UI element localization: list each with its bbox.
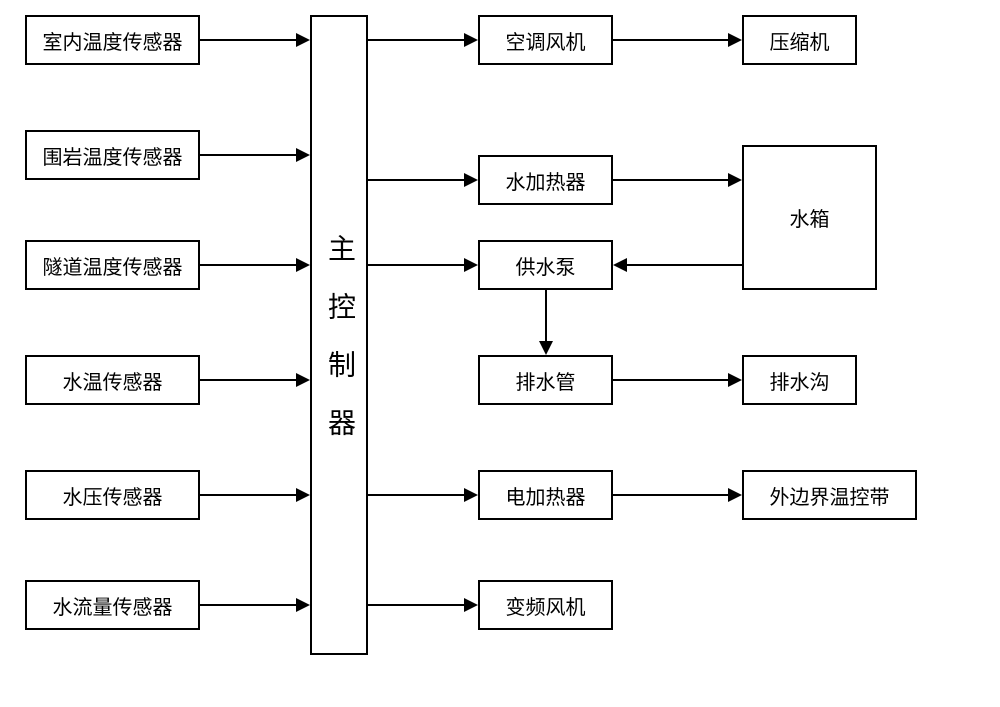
water-temp-sensor-box: 水温传感器 [25, 355, 200, 405]
water-heater-label: 水加热器 [506, 166, 586, 195]
vfd-fan-box: 变频风机 [478, 580, 613, 630]
compressor-label: 压缩机 [770, 26, 830, 55]
arrow-right-icon [296, 598, 310, 612]
drain-pipe-box: 排水管 [478, 355, 613, 405]
drain-pipe-label: 排水管 [516, 366, 576, 395]
water-temp-sensor-label: 水温传感器 [63, 366, 163, 395]
connector-line [545, 290, 547, 341]
connector-line [368, 494, 464, 496]
drain-ditch-box: 排水沟 [742, 355, 857, 405]
indoor-temp-sensor-label: 室内温度传感器 [43, 26, 183, 55]
ac-fan-label: 空调风机 [506, 26, 586, 55]
arrow-right-icon [296, 33, 310, 47]
rock-temp-sensor-box: 围岩温度传感器 [25, 130, 200, 180]
main-controller-label: 主控制器 [319, 234, 359, 466]
connector-line [200, 154, 296, 156]
drain-ditch-label: 排水沟 [770, 366, 830, 395]
water-tank-box: 水箱 [742, 145, 877, 290]
water-pressure-sensor-box: 水压传感器 [25, 470, 200, 520]
water-heater-box: 水加热器 [478, 155, 613, 205]
electric-heater-box: 电加热器 [478, 470, 613, 520]
arrow-right-icon [464, 488, 478, 502]
water-flow-sensor-label: 水流量传感器 [53, 591, 173, 620]
connector-line [613, 379, 728, 381]
connector-line [200, 39, 296, 41]
arrow-right-icon [728, 373, 742, 387]
arrow-left-icon [613, 258, 627, 272]
connector-line [200, 494, 296, 496]
tunnel-temp-sensor-box: 隧道温度传感器 [25, 240, 200, 290]
connector-line [200, 604, 296, 606]
connector-line [368, 264, 464, 266]
water-pressure-sensor-label: 水压传感器 [63, 481, 163, 510]
arrow-right-icon [464, 173, 478, 187]
connector-line [368, 604, 464, 606]
connector-line [368, 179, 464, 181]
water-tank-label: 水箱 [790, 203, 830, 232]
arrow-right-icon [728, 33, 742, 47]
supply-pump-box: 供水泵 [478, 240, 613, 290]
indoor-temp-sensor-box: 室内温度传感器 [25, 15, 200, 65]
arrow-right-icon [296, 258, 310, 272]
vfd-fan-label: 变频风机 [506, 591, 586, 620]
arrow-right-icon [464, 598, 478, 612]
connector-line [368, 39, 464, 41]
temp-zone-box: 外边界温控带 [742, 470, 917, 520]
rock-temp-sensor-label: 围岩温度传感器 [43, 141, 183, 170]
tunnel-temp-sensor-label: 隧道温度传感器 [43, 251, 183, 280]
compressor-box: 压缩机 [742, 15, 857, 65]
connector-line [200, 379, 296, 381]
connector-line [613, 39, 728, 41]
water-flow-sensor-box: 水流量传感器 [25, 580, 200, 630]
arrow-right-icon [728, 488, 742, 502]
ac-fan-box: 空调风机 [478, 15, 613, 65]
connector-line [627, 264, 742, 266]
arrow-right-icon [296, 148, 310, 162]
arrow-down-icon [539, 341, 553, 355]
arrow-right-icon [728, 173, 742, 187]
arrow-right-icon [464, 33, 478, 47]
main-controller-box: 主控制器 [310, 15, 368, 655]
arrow-right-icon [464, 258, 478, 272]
supply-pump-label: 供水泵 [516, 251, 576, 280]
temp-zone-label: 外边界温控带 [770, 481, 890, 510]
connector-line [200, 264, 296, 266]
arrow-right-icon [296, 373, 310, 387]
electric-heater-label: 电加热器 [506, 481, 586, 510]
connector-line [613, 179, 728, 181]
connector-line [613, 494, 728, 496]
arrow-right-icon [296, 488, 310, 502]
